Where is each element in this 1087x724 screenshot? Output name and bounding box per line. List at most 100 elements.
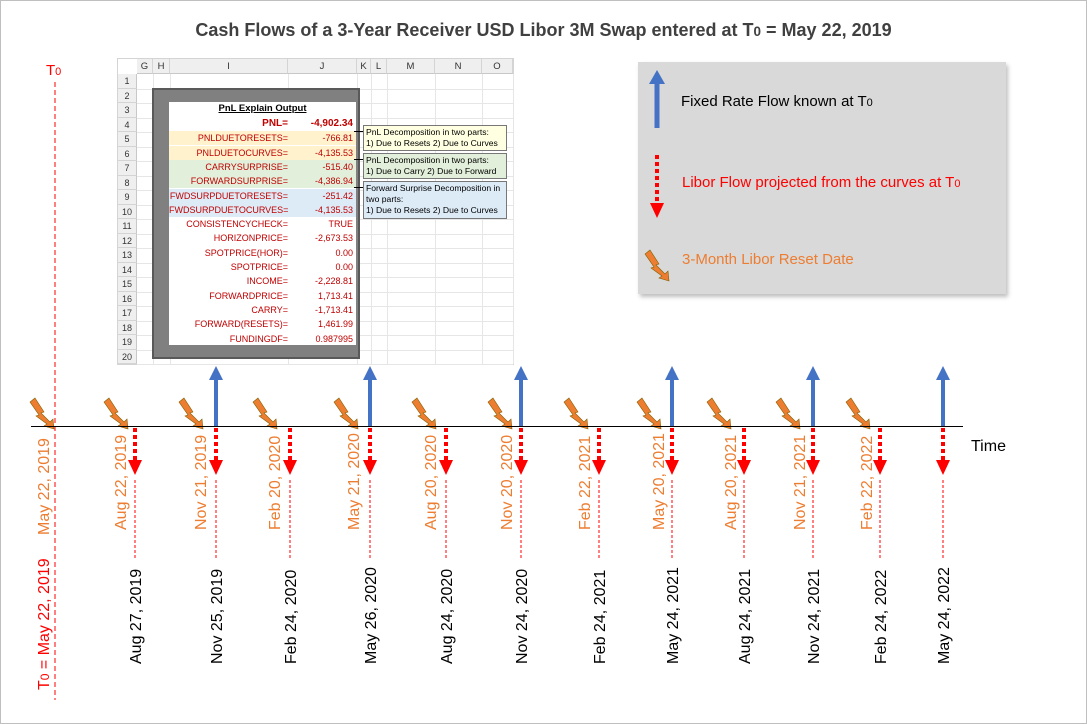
t0-marker-label: T0 <box>46 62 61 79</box>
row-header: 1 <box>118 74 137 89</box>
comment-pointer <box>354 159 363 160</box>
fixed-arrow-head <box>514 366 528 380</box>
lightning-bolt-icon <box>103 397 129 430</box>
legend-fixed-text: Fixed Rate Flow known at T0 <box>681 93 873 110</box>
payment-date-label: Aug 27, 2019 <box>128 568 145 664</box>
pnl-entry-label: CONSISTENCYCHECK= <box>186 219 288 230</box>
pnl-entry-label: FORWARDPRICE= <box>209 290 288 301</box>
libor-arrow-head <box>806 460 820 475</box>
reset-date-label: May 21, 2020 <box>346 433 363 530</box>
pnl-entry-value: -4,135.53 <box>314 204 353 215</box>
pnl-entry-label: SPOTPRICE= <box>230 262 288 272</box>
pnl-entry-value: 1,461.99 <box>317 319 353 330</box>
reset-date-label: Aug 20, 2020 <box>423 434 440 530</box>
lightning-bolt-icon <box>644 249 670 282</box>
legend-icons <box>644 70 670 282</box>
legend-fixed-label: Fixed Rate Flow known at T <box>681 93 867 110</box>
t0-pay-sub: 0 <box>38 673 52 681</box>
pnl-entry-label: SPOTPRICE(HOR)= <box>204 247 288 258</box>
pnl-entry-value: 1,713.41 <box>317 290 353 301</box>
pnl-entry-value: -2,228.81 <box>314 276 353 287</box>
diagram-title: Cash Flows of a 3-Year Receiver USD Libo… <box>0 20 1087 41</box>
comment-pointer <box>354 187 363 188</box>
comment-line-1: PnL Decomposition in two parts: <box>366 127 489 137</box>
time-axis-label: Time <box>971 438 1006 455</box>
row-header: 6 <box>118 146 137 161</box>
payment-date-label: Nov 25, 2019 <box>209 568 226 664</box>
pnl-entry-value: TRUE <box>328 219 354 230</box>
legend-reset-text: 3-Month Libor Reset Date <box>682 251 854 268</box>
pnl-entry-label: HORIZONPRICE= <box>213 233 288 244</box>
row-header: 3 <box>118 103 137 118</box>
row-header: 12 <box>118 233 137 248</box>
grid-line <box>371 74 372 364</box>
t0-base: T <box>46 62 56 79</box>
t0-sub: 0 <box>55 66 62 78</box>
pnl-entry-value: -4,386.94 <box>314 176 353 187</box>
grid-line <box>482 74 483 364</box>
row-header: 14 <box>118 262 137 277</box>
pnl-entry-label: PNLDUETORESETS= <box>197 133 288 144</box>
lightning-bolt-icon <box>333 397 359 430</box>
row-header: 17 <box>118 306 137 321</box>
pnl-entry-label: FUNDINGDF= <box>229 333 288 344</box>
legend-libor-text: Libor Flow projected from the curves at … <box>682 174 960 191</box>
pnl-entry-label: FORWARDSURPRISE= <box>190 176 288 187</box>
highlight-band <box>169 174 356 189</box>
title-subscript: 0 <box>753 24 762 39</box>
pnl-entry-value: -251.42 <box>322 190 353 201</box>
lightning-bolt-icon <box>411 397 437 430</box>
highlight-band <box>169 188 356 203</box>
comment-line-2: two parts: <box>366 194 404 204</box>
comment-line-1: Forward Surprise Decomposition in <box>366 183 501 193</box>
reset-date-label: Nov 21, 2021 <box>792 434 809 530</box>
column-header: K <box>357 59 371 74</box>
reset-date-label: Aug 20, 2021 <box>723 434 740 530</box>
legend-fixed-sub: 0 <box>866 97 873 109</box>
column-header: G <box>137 59 153 74</box>
libor-arrow-head <box>209 460 223 475</box>
pnl-entry-label: FWDSURPDUETOCURVES= <box>169 204 289 215</box>
pnl-header: PnL Explain Output <box>218 103 307 114</box>
fixed-arrow-head <box>806 366 820 380</box>
grid-line <box>387 74 388 364</box>
pnl-entry-value: -4,902.34 <box>310 118 353 129</box>
row-header: 18 <box>118 320 137 335</box>
row-header: 16 <box>118 291 137 306</box>
t0-reset-date-label: May 22, 2019 <box>36 438 53 535</box>
comment-line-2: 1) Due to Carry 2) Due to Forward <box>366 166 497 176</box>
time-axis <box>31 426 963 427</box>
pnl-entry-label: INCOME= <box>246 276 288 287</box>
reset-date-label: Feb 22, 2022 <box>859 435 876 530</box>
title-main: Cash Flows of a 3-Year Receiver USD Libo… <box>195 20 754 40</box>
lightning-bolt-icon <box>563 397 589 430</box>
column-header: J <box>288 59 357 74</box>
lightning-bolt-icon <box>775 397 801 430</box>
fixed-arrow-head <box>363 366 377 380</box>
legend-libor-label: Libor Flow projected from the curves at … <box>682 174 955 191</box>
libor-arrow-head <box>665 460 679 475</box>
payment-date-label: Aug 24, 2020 <box>439 568 456 664</box>
t0-pay-rest: = May 22, 2019 <box>36 558 53 674</box>
fixed-arrow-head <box>665 366 679 380</box>
highlight-band <box>169 145 356 160</box>
column-header: L <box>371 59 387 74</box>
row-header: 19 <box>118 335 137 350</box>
payment-date-label: May 26, 2020 <box>363 567 380 664</box>
highlight-band <box>169 202 356 217</box>
column-header: I <box>170 59 288 74</box>
legend-box: Fixed Rate Flow known at T0 Libor Flow p… <box>638 62 1006 294</box>
row-header: 9 <box>118 190 137 205</box>
reset-date-label: Aug 22, 2019 <box>113 434 130 530</box>
pnl-entry-value: -1,713.41 <box>314 304 353 315</box>
highlight-band <box>169 159 356 174</box>
column-header: N <box>435 59 482 74</box>
lightning-bolt-icon <box>178 397 204 430</box>
pnl-entry-label: PNL= <box>262 118 288 129</box>
comment-pointer <box>354 131 363 132</box>
red-dashed-down-arrow-icon <box>650 155 664 218</box>
libor-arrow-head <box>514 460 528 475</box>
payment-date-label: Feb 24, 2021 <box>592 569 609 664</box>
pnl-entry-value: -4,135.53 <box>314 147 353 158</box>
